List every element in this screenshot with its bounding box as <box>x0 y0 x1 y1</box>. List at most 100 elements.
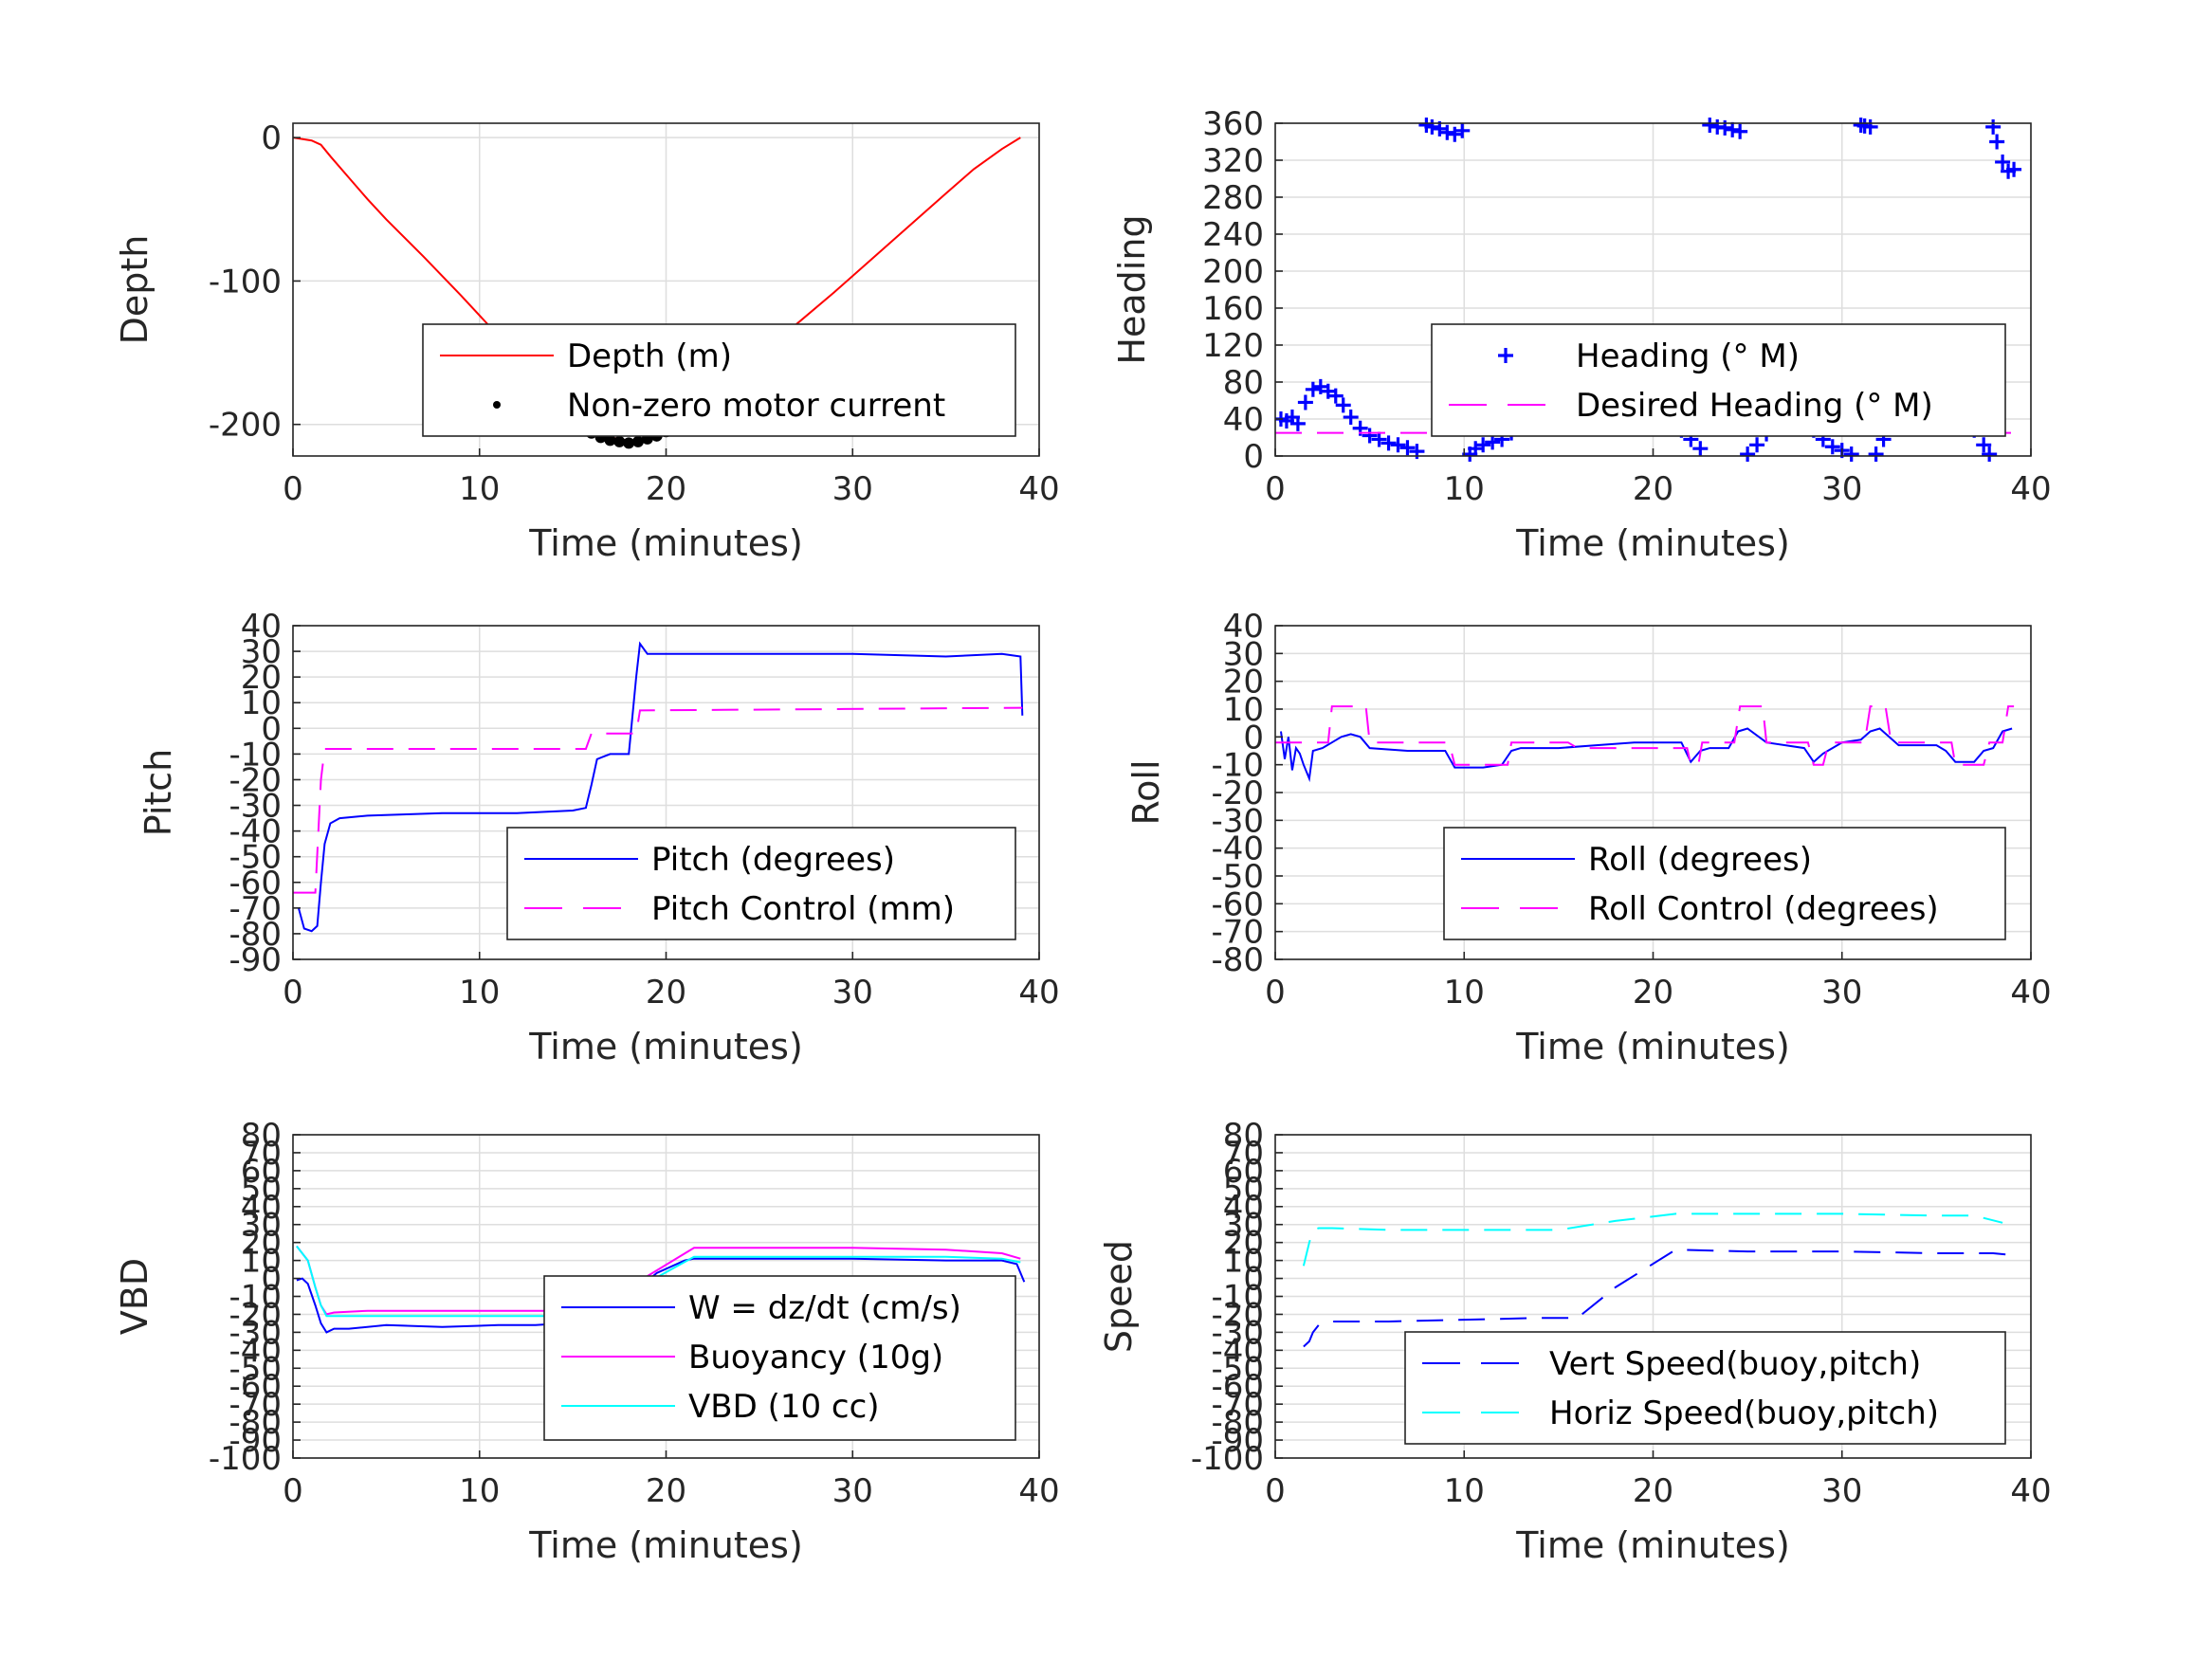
heading-legend: Heading (° M) Desired Heading (° M) <box>1431 323 2006 437</box>
vbd-ytick-label: -20 <box>229 1296 282 1334</box>
speed-ytick-label: 50 <box>1223 1171 1264 1209</box>
speed-xtick-label: 10 <box>1444 1472 1485 1510</box>
heading-ytick-label: 320 <box>1202 142 1264 180</box>
vbd-ytick-label: 30 <box>241 1207 282 1245</box>
heading-series-0-point-16 <box>1399 440 1416 456</box>
pitch-ytick-label: -80 <box>229 916 282 954</box>
vbd-legend: W = dz/dt (cm/s) Buoyancy (10g) VBD (10 cc… <box>543 1275 1016 1441</box>
heading-ytick-label: 240 <box>1202 216 1264 254</box>
speed-xtick-label: 20 <box>1633 1472 1673 1510</box>
vbd-ytick-label: -60 <box>229 1368 282 1406</box>
speed-plot-area <box>1302 1212 2013 1348</box>
vbd-ytick-label: -90 <box>229 1422 282 1460</box>
roll-ytick-label: -20 <box>1211 775 1264 812</box>
vbd-ytick-label: 20 <box>241 1225 282 1263</box>
speed-ytick-label: 0 <box>1243 1261 1264 1299</box>
pitch-xtick-label: 30 <box>832 974 873 1012</box>
speed-legend: Vert Speed(buoy,pitch) Horiz Speed(buoy,p… <box>1404 1331 2006 1445</box>
heading-series-0-point-8 <box>1327 388 1344 404</box>
vbd-ytick-label: 50 <box>241 1171 282 1209</box>
vbd-ytick-label: -100 <box>209 1440 282 1478</box>
heading-series-0-point-14 <box>1380 435 1397 451</box>
heading-series-0-point-66 <box>1843 447 1859 462</box>
roll-xtick-label: 40 <box>2010 974 2051 1012</box>
pitch-ytick-label: 40 <box>241 608 282 646</box>
roll-ytick-label: -60 <box>1211 885 1264 923</box>
heading-series-0-point-9 <box>1335 397 1351 413</box>
heading-series-0-point-12 <box>1362 428 1378 444</box>
roll-panel: 0 10 20 30 40-80-70-60-50-40-30-20-100102030… <box>1125 608 2052 1067</box>
depth-xtick-label: 40 <box>1018 470 1059 508</box>
vbd-ytick-label: 0 <box>261 1261 282 1299</box>
depth-legend-label-1: Non-zero motor current <box>567 387 945 425</box>
speed-legend-label-0: Vert Speed(buoy,pitch) <box>1549 1345 1921 1383</box>
depth-legend-box <box>422 323 1016 437</box>
heading-xtick-label: 40 <box>2010 470 2051 508</box>
speed-ytick-label: -100 <box>1191 1440 1264 1478</box>
speed-ytick-label: 80 <box>1223 1117 1264 1155</box>
depth-xlabel: Time (minutes) <box>528 522 803 564</box>
depth-ylabel: Depth <box>114 235 155 345</box>
speed-xtick-label: 30 <box>1821 1472 1862 1510</box>
heading-ytick-label: 160 <box>1202 290 1264 328</box>
vbd-ytick-label: 60 <box>241 1153 282 1191</box>
vbd-ytick-label: 70 <box>241 1135 282 1173</box>
pitch-ytick-label: 0 <box>261 710 282 748</box>
vbd-xtick-label: 0 <box>283 1472 303 1510</box>
heading-series-0-point-82 <box>1976 437 1992 453</box>
vbd-ytick-label: -80 <box>229 1404 282 1442</box>
speed-ylabel: Speed <box>1098 1240 1140 1353</box>
heading-series-0-point-56 <box>1749 437 1765 453</box>
depth-ytick-label: 0 <box>261 119 282 157</box>
pitch-plot-area <box>293 641 1024 933</box>
vbd-ytick-label: -50 <box>229 1350 282 1388</box>
pitch-xtick-label: 20 <box>646 974 686 1012</box>
pitch-xtick-label: 10 <box>459 974 500 1012</box>
pitch-ytick-label: -50 <box>229 839 282 877</box>
pitch-xtick-label: 40 <box>1018 974 1059 1012</box>
pitch-ytick-label: -10 <box>229 736 282 774</box>
pitch-series-1-line <box>293 706 1023 894</box>
heading-ytick-label: 120 <box>1202 327 1264 365</box>
roll-ytick-label: -70 <box>1211 914 1264 952</box>
roll-plot-area <box>1275 705 2015 783</box>
vbd-ytick-label: -10 <box>229 1279 282 1317</box>
heading-legend-label-0: Heading (° M) <box>1576 337 1800 375</box>
depth-xtick-label: 30 <box>832 470 873 508</box>
pitch-ytick-label: 10 <box>241 684 282 722</box>
heading-ytick-label: 360 <box>1202 105 1264 143</box>
speed-ytick-label: -30 <box>1211 1314 1264 1352</box>
speed-ytick-label: -10 <box>1211 1279 1264 1317</box>
heading-series-0-point-15 <box>1390 437 1406 453</box>
heading-series-0-point-55 <box>1740 447 1756 462</box>
speed-ytick-label: -40 <box>1211 1332 1264 1370</box>
speed-ytick-label: 40 <box>1223 1189 1264 1227</box>
roll-ytick-label: -80 <box>1211 941 1264 979</box>
speed-xlabel: Time (minutes) <box>1515 1524 1790 1566</box>
heading-series-0-point-83 <box>1982 447 1998 462</box>
roll-ytick-label: -50 <box>1211 858 1264 896</box>
heading-series-0-point-27 <box>1485 434 1501 450</box>
vbd-ytick-label: -30 <box>229 1314 282 1352</box>
heading-ytick-label: 200 <box>1202 253 1264 291</box>
vbd-xtick-label: 10 <box>459 1472 500 1510</box>
vbd-ytick-label: -70 <box>229 1386 282 1424</box>
vbd-xtick-label: 40 <box>1018 1472 1059 1510</box>
vbd-legend-label-2: VBD (10 cc) <box>688 1388 880 1426</box>
heading-series-0-point-13 <box>1371 431 1387 447</box>
vbd-xlabel: Time (minutes) <box>528 1524 803 1566</box>
speed-xtick-label: 40 <box>2010 1472 2051 1510</box>
heading-series-0-point-85 <box>1989 134 2005 150</box>
roll-ytick-label: 0 <box>1243 719 1264 757</box>
roll-xtick-label: 30 <box>1821 974 1862 1012</box>
roll-legend: Roll (degrees) Roll Control (degrees) <box>1443 827 2006 940</box>
pitch-ytick-label: -40 <box>229 813 282 851</box>
speed-series-1-line <box>1302 1212 2003 1267</box>
speed-ytick-label: 20 <box>1223 1225 1264 1263</box>
pitch-legend-label-1: Pitch Control (mm) <box>651 890 955 928</box>
heading-series-0-point-53 <box>1725 121 1741 137</box>
pitch-series-0-line <box>297 641 1024 933</box>
heading-series-0-point-5 <box>1305 381 1321 397</box>
heading-panel: 0 10 20 30 4004080120160200240280320360Time … <box>1111 105 2052 564</box>
pitch-ytick-label: -90 <box>229 941 282 979</box>
